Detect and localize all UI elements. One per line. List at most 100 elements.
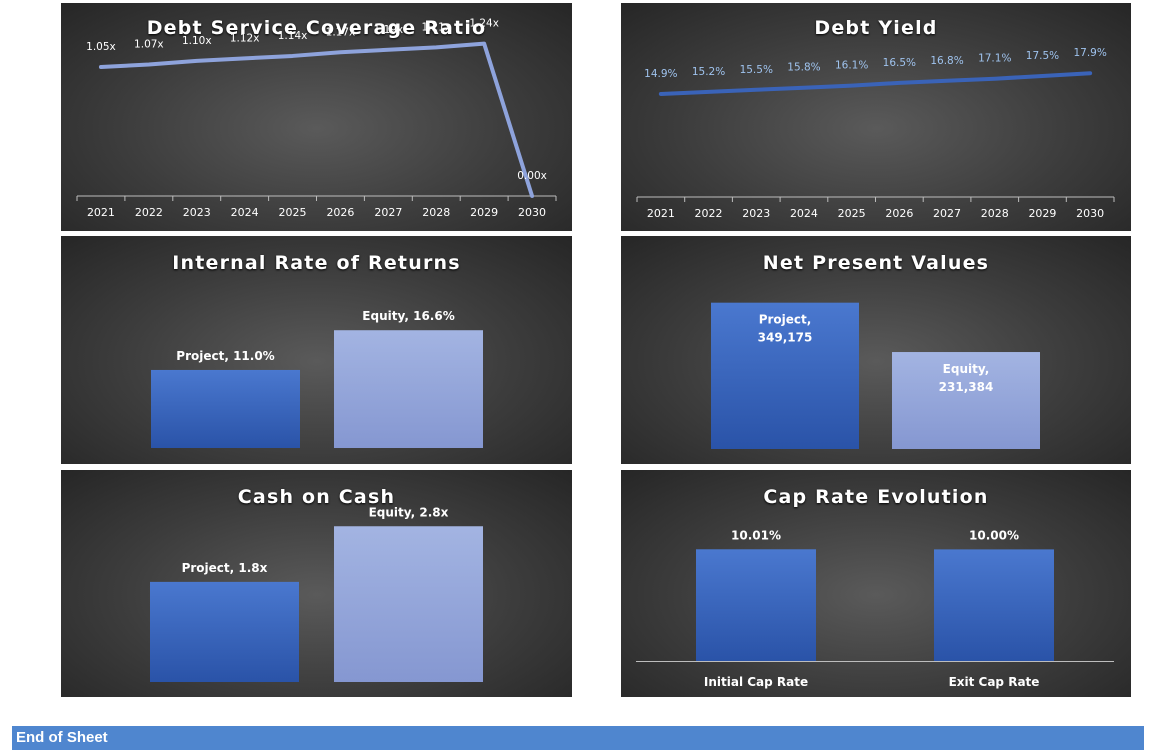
- data-label-line: Equity,: [943, 362, 990, 376]
- data-point: [754, 88, 758, 92]
- x-tick-label: 2028: [422, 206, 450, 219]
- x-tick-label: 2027: [933, 207, 961, 220]
- data-label: 14.9%: [644, 68, 677, 80]
- data-point: [530, 194, 534, 198]
- bar: [150, 581, 299, 682]
- data-point: [850, 84, 854, 88]
- data-point: [243, 56, 247, 60]
- irr-plot: Project, 11.0% Equity, 16.6%: [151, 309, 483, 448]
- series-line: [658, 71, 1093, 96]
- data-label: 17.5%: [1026, 50, 1059, 62]
- x-tick-label: 2030: [1076, 207, 1104, 220]
- data-label-line: 231,384: [939, 380, 994, 394]
- data-label-line: 349,175: [758, 331, 813, 345]
- x-tick-label: 2021: [87, 206, 115, 219]
- x-tick-label: 2021: [647, 207, 675, 220]
- data-label: Equity, 2.8x: [369, 505, 449, 519]
- debt-yield-chart: Debt Yield 2021 2022 2023 2024 2025 2026 2027 2…: [621, 3, 1131, 231]
- data-label: 17.1%: [978, 53, 1011, 65]
- data-label: 16.5%: [883, 57, 916, 69]
- x-tick-label: 2024: [790, 207, 818, 220]
- data-point: [1040, 74, 1044, 78]
- data-point: [338, 50, 342, 54]
- x-tick-label: 2022: [695, 207, 723, 220]
- bar: [334, 526, 483, 682]
- x-tick-label: 2026: [885, 207, 913, 220]
- data-point: [802, 86, 806, 90]
- x-tick-label: 2029: [1028, 207, 1056, 220]
- data-label: Project, 11.0%: [176, 349, 274, 363]
- data-label: Equity, 231,384: [939, 362, 994, 394]
- x-tick-label: 2028: [981, 207, 1009, 220]
- category-label: Exit Cap Rate: [949, 675, 1040, 689]
- npv-plot: Project, 349,175 Equity, 231,384: [711, 302, 1040, 449]
- chart-title: Internal Rate of Returns: [172, 252, 461, 274]
- end-of-sheet-bar: End of Sheet: [12, 726, 1144, 750]
- series-line: [98, 41, 535, 198]
- data-label: 0.00x: [517, 170, 547, 182]
- chart-title: Net Present Values: [762, 252, 990, 274]
- data-point: [386, 48, 390, 52]
- data-label: 15.2%: [692, 66, 725, 78]
- data-label: 16.1%: [835, 60, 868, 72]
- chart-title: Cash on Cash: [237, 486, 396, 508]
- data-label: 10.00%: [969, 528, 1019, 542]
- chart-title: Cap Rate Evolution: [763, 486, 989, 508]
- chart-title: Debt Service Coverage Ratio: [146, 17, 487, 39]
- data-point: [291, 54, 295, 58]
- data-point: [434, 45, 438, 49]
- x-tick-label: 2025: [838, 207, 866, 220]
- x-tick-label: 2029: [470, 206, 498, 219]
- bar: [892, 352, 1040, 449]
- debt-yield-plot: 2021 2022 2023 2024 2025 2026 2027 2028 2029 2030…: [636, 47, 1115, 220]
- data-label: 1.24x: [469, 18, 499, 30]
- x-tick-label: 2024: [231, 206, 259, 219]
- bar: [711, 302, 859, 449]
- x-tick-label: 2027: [374, 206, 402, 219]
- data-label: Project, 1.8x: [182, 561, 268, 575]
- data-label: 1.17x: [326, 26, 356, 38]
- data-label: 1.14x: [278, 30, 308, 42]
- data-label: 15.5%: [740, 64, 773, 76]
- data-label: 15.8%: [787, 62, 820, 74]
- data-label: 1.21x: [421, 21, 451, 33]
- npv-chart: Net Present Values Project, 349,175 Equity…: [621, 236, 1131, 464]
- data-point: [945, 79, 949, 83]
- data-point: [195, 59, 199, 63]
- bar: [151, 369, 300, 448]
- data-point: [1088, 71, 1092, 75]
- data-label-line: Project,: [759, 313, 812, 327]
- data-point: [897, 81, 901, 85]
- x-tick-label: 2023: [742, 207, 770, 220]
- x-tick-label: 2022: [135, 206, 163, 219]
- data-point: [659, 92, 663, 96]
- data-label: 16.8%: [930, 55, 963, 67]
- bar: [334, 330, 483, 448]
- irr-chart: Internal Rate of Returns Project, 11.0% E…: [61, 236, 572, 464]
- x-tick-label: 2030: [518, 206, 546, 219]
- data-label: 10.01%: [731, 528, 781, 542]
- data-label: 17.9%: [1073, 47, 1106, 59]
- data-point: [99, 65, 103, 69]
- data-label: 1.12x: [230, 32, 260, 44]
- chart-title: Debt Yield: [814, 17, 938, 39]
- dscr-chart: Debt Service Coverage Ratio 2021 2022 2023…: [61, 3, 572, 231]
- data-label: 1.05x: [86, 41, 116, 53]
- end-of-sheet-label: End of Sheet: [16, 729, 108, 746]
- dscr-plot: 2021 2022 2023 2024 2025 2026 2027 2028 2029 2030…: [76, 18, 557, 219]
- x-tick-label: 2025: [279, 206, 307, 219]
- data-point: [482, 42, 486, 46]
- data-label: 1.19x: [374, 24, 404, 36]
- data-point: [707, 90, 711, 94]
- cap-rate-plot: 10.01% 10.00% Initial Cap Rate Exit Cap Rat…: [636, 528, 1114, 689]
- x-tick-label: 2023: [183, 206, 211, 219]
- coc-chart: Cash on Cash Project, 1.8x Equity, 2.8x: [61, 470, 572, 697]
- data-label: 1.07x: [134, 39, 164, 51]
- data-label: Equity, 16.6%: [362, 309, 454, 323]
- coc-plot: Project, 1.8x Equity, 2.8x: [150, 505, 483, 682]
- bar: [934, 549, 1054, 661]
- bar: [696, 549, 816, 661]
- data-point: [147, 63, 151, 67]
- data-label: 1.10x: [182, 35, 212, 47]
- data-label: Project, 349,175: [758, 313, 813, 345]
